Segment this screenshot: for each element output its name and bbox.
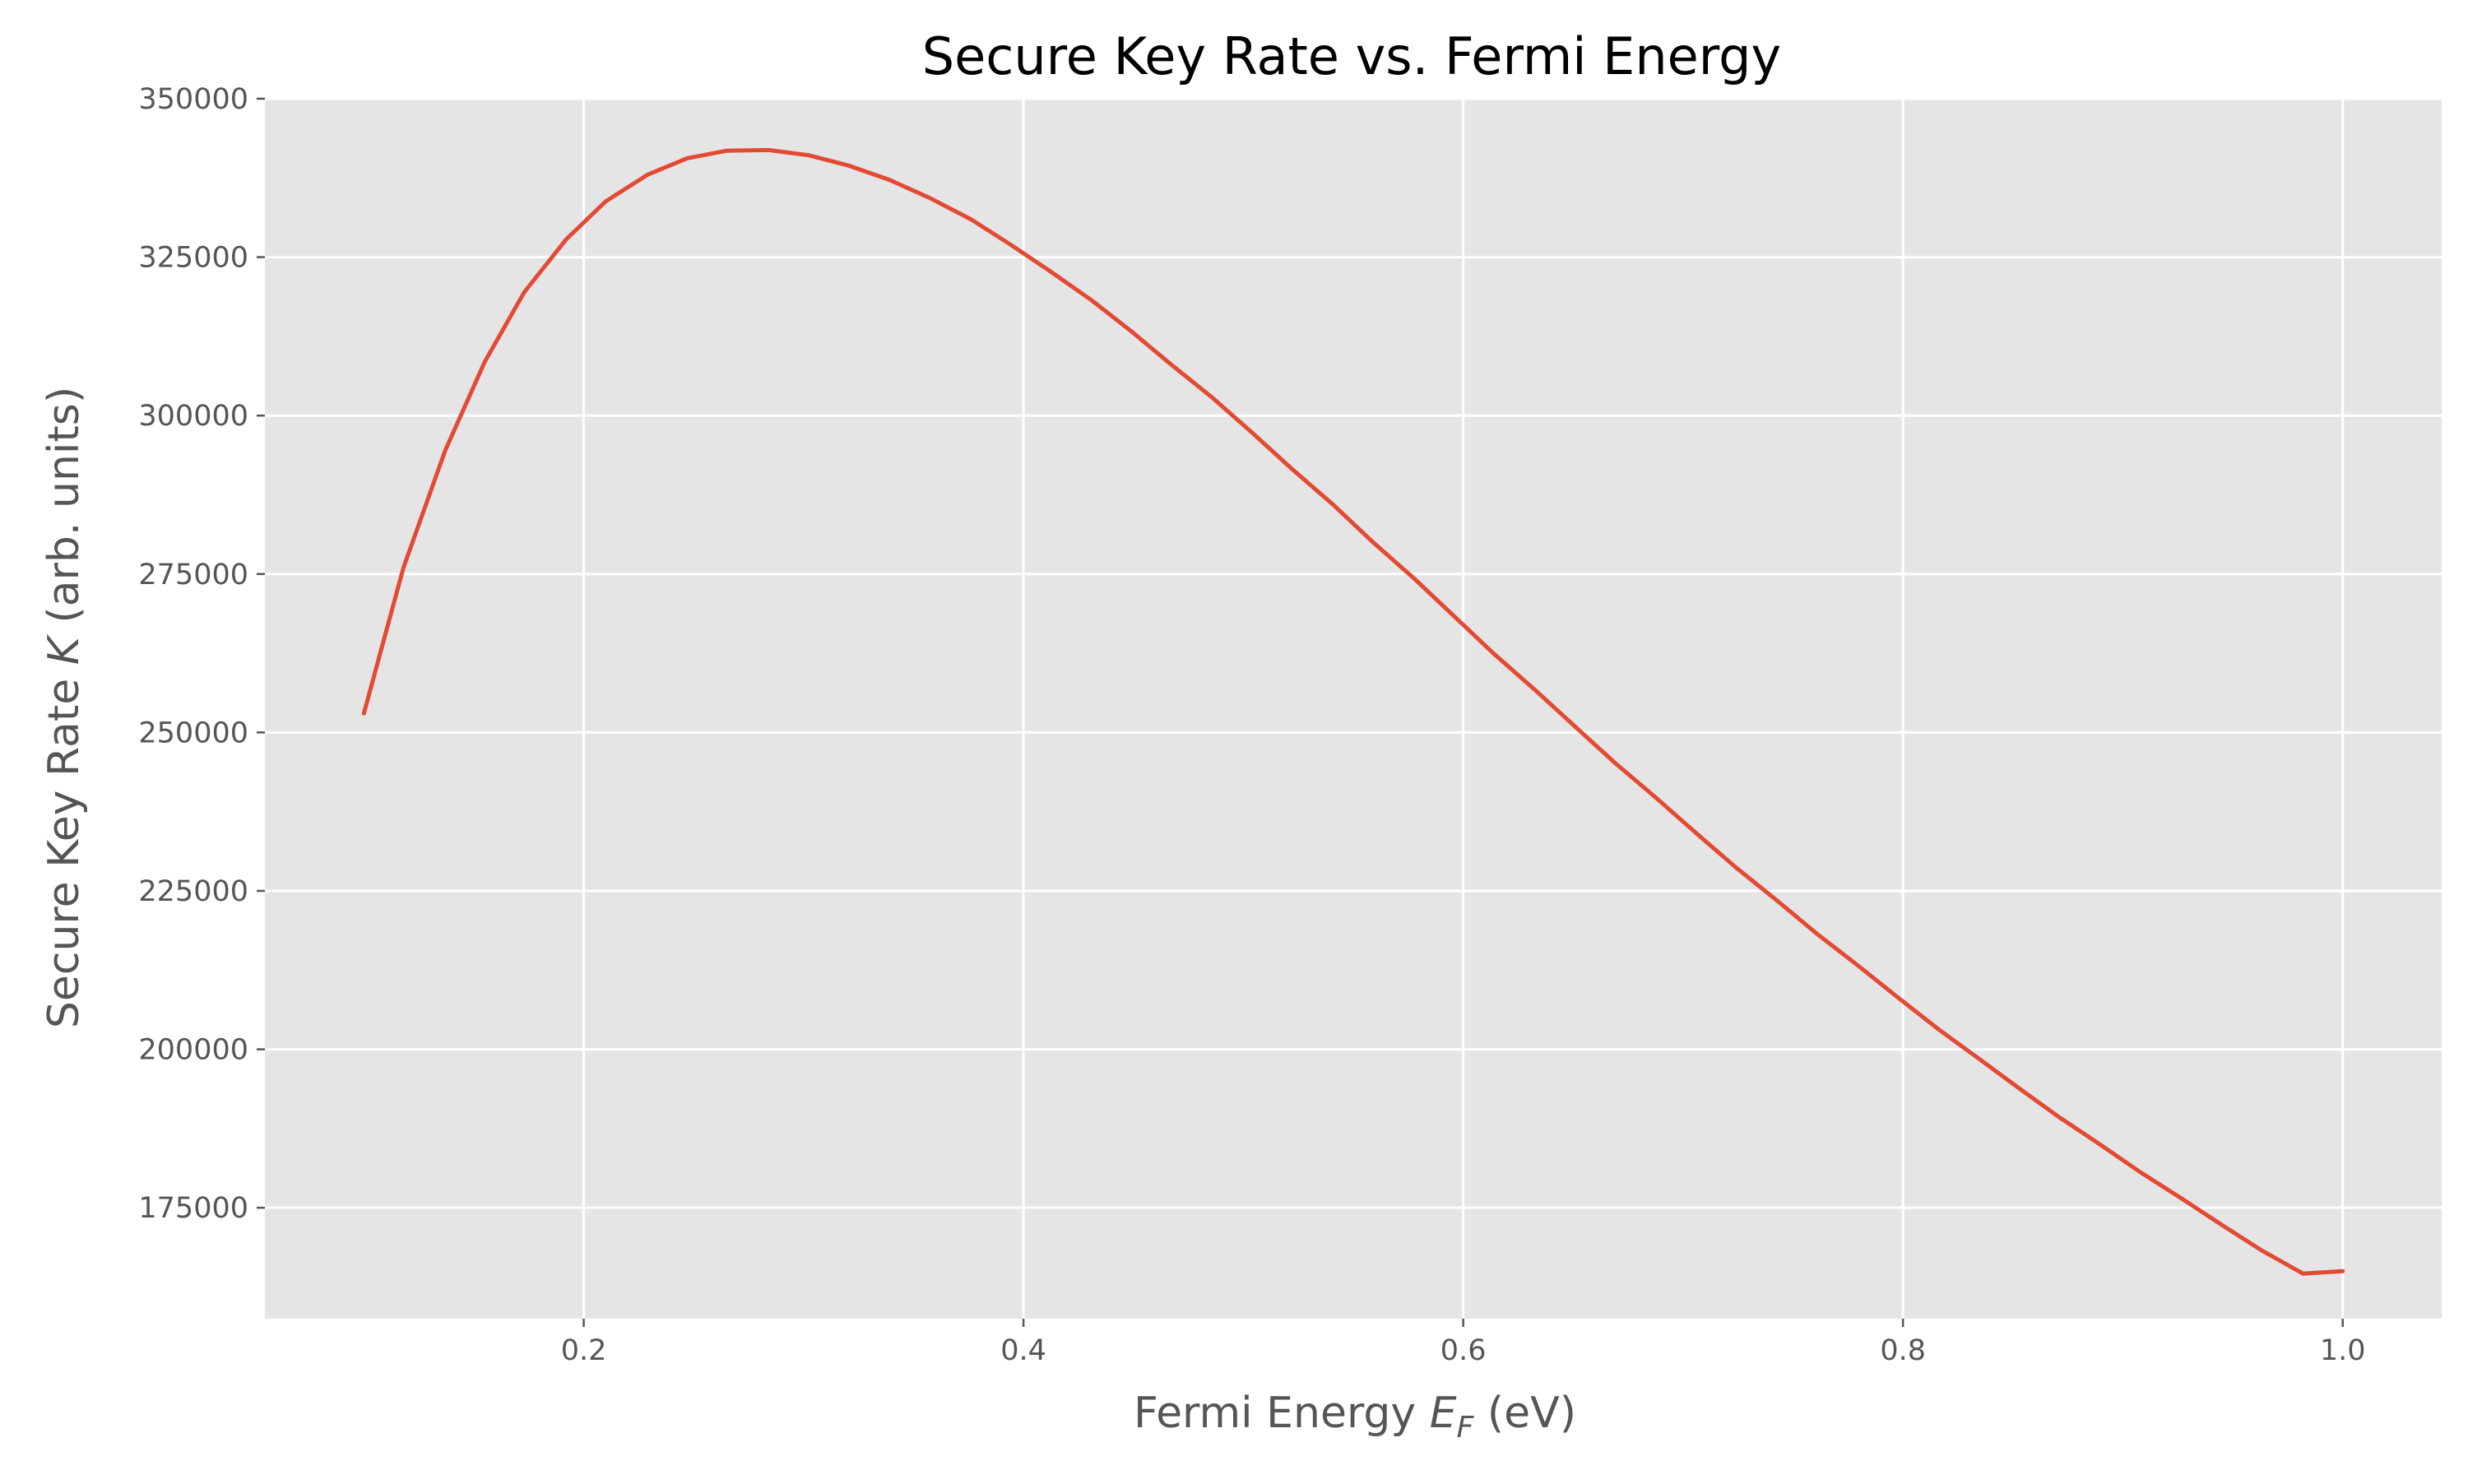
y-axis-label: Secure Key Rate K (arb. units) <box>39 387 89 1028</box>
y-axis-label-unit: (arb. units) <box>39 387 89 637</box>
plot-area <box>265 99 2442 1319</box>
series-layer <box>361 147 2345 1276</box>
x-axis-label-main: Fermi Energy <box>1134 1389 1430 1438</box>
x-tick-label: 0.8 <box>1880 1334 1926 1367</box>
grid-lines <box>265 97 2442 1319</box>
x-tick-label: 0.6 <box>1440 1334 1487 1367</box>
y-tick-label: 200000 <box>138 1034 248 1067</box>
y-tick-label: 275000 <box>138 559 248 591</box>
axis-ticks: 175000 200000 225000 250000 275000 300000 3250… <box>138 83 2365 1367</box>
x-axis-label-subscript: F <box>1457 1411 1475 1445</box>
y-axis-label-main: Secure Key Rate <box>39 665 89 1028</box>
series-line <box>361 147 2345 1276</box>
x-tick-label: 1.0 <box>2320 1334 2366 1367</box>
y-tick-label: 325000 <box>138 242 248 275</box>
y-tick-label: 250000 <box>138 716 248 749</box>
x-axis-label: Fermi Energy EF (eV) <box>1134 1389 1576 1445</box>
y-tick-label: 350000 <box>138 83 248 116</box>
x-tick-label: 0.2 <box>561 1334 607 1367</box>
y-axis-label-symbol: K <box>39 633 89 665</box>
y-tick-label: 175000 <box>138 1192 248 1225</box>
y-tick-label: 300000 <box>138 400 248 433</box>
x-axis-label-symbol: E <box>1430 1389 1457 1438</box>
x-axis-label-unit: (eV) <box>1473 1389 1576 1438</box>
x-tick-label: 0.4 <box>1000 1334 1046 1367</box>
chart-title: Secure Key Rate vs. Fermi Energy <box>922 26 1781 86</box>
y-tick-label: 225000 <box>138 875 248 908</box>
